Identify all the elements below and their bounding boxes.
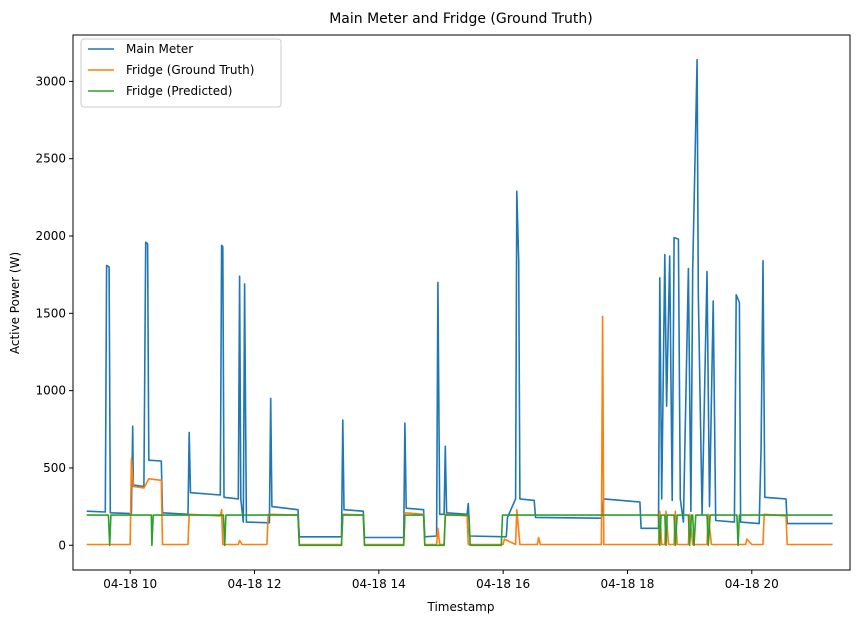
fridge-predicted-line	[86, 514, 833, 547]
main-meter-line	[86, 58, 833, 539]
y-tick-label: 0	[58, 538, 66, 552]
y-tick-label: 500	[43, 461, 66, 475]
x-tick-label: 04-18 12	[228, 577, 282, 591]
x-tick-label: 04-18 14	[352, 577, 406, 591]
legend-label: Main Meter	[126, 42, 193, 56]
y-tick-label: 3000	[35, 74, 66, 88]
y-axis-label: Active Power (W)	[8, 252, 22, 354]
legend-label: Fridge (Predicted)	[126, 84, 232, 98]
chart-title: Main Meter and Fridge (Ground Truth)	[329, 11, 593, 27]
y-tick-label: 1000	[35, 384, 66, 398]
x-tick-label: 04-18 18	[600, 577, 654, 591]
y-tick-label: 1500	[35, 306, 66, 320]
x-tick-label: 04-18 10	[103, 577, 157, 591]
y-tick-label: 2500	[35, 152, 66, 166]
plot-frame	[72, 34, 851, 571]
legend-label: Fridge (Ground Truth)	[126, 63, 254, 77]
x-tick-label: 04-18 20	[725, 577, 779, 591]
x-tick-label: 04-18 16	[476, 577, 530, 591]
fridge-ground-truth-line	[86, 315, 833, 546]
series-layer	[86, 58, 833, 547]
x-axis: 04-18 10 04-18 12 04-18 14 04-18 16 04-18 18…	[103, 570, 779, 591]
legend-box	[80, 38, 282, 108]
x-axis-label: Timestamp	[427, 600, 495, 614]
legend: Main Meter Fridge (Ground Truth) Fridge (P…	[80, 38, 282, 108]
y-axis: 0 500 1000 1500 2000 2500 3000	[35, 74, 73, 552]
y-tick-label: 2000	[35, 229, 66, 243]
